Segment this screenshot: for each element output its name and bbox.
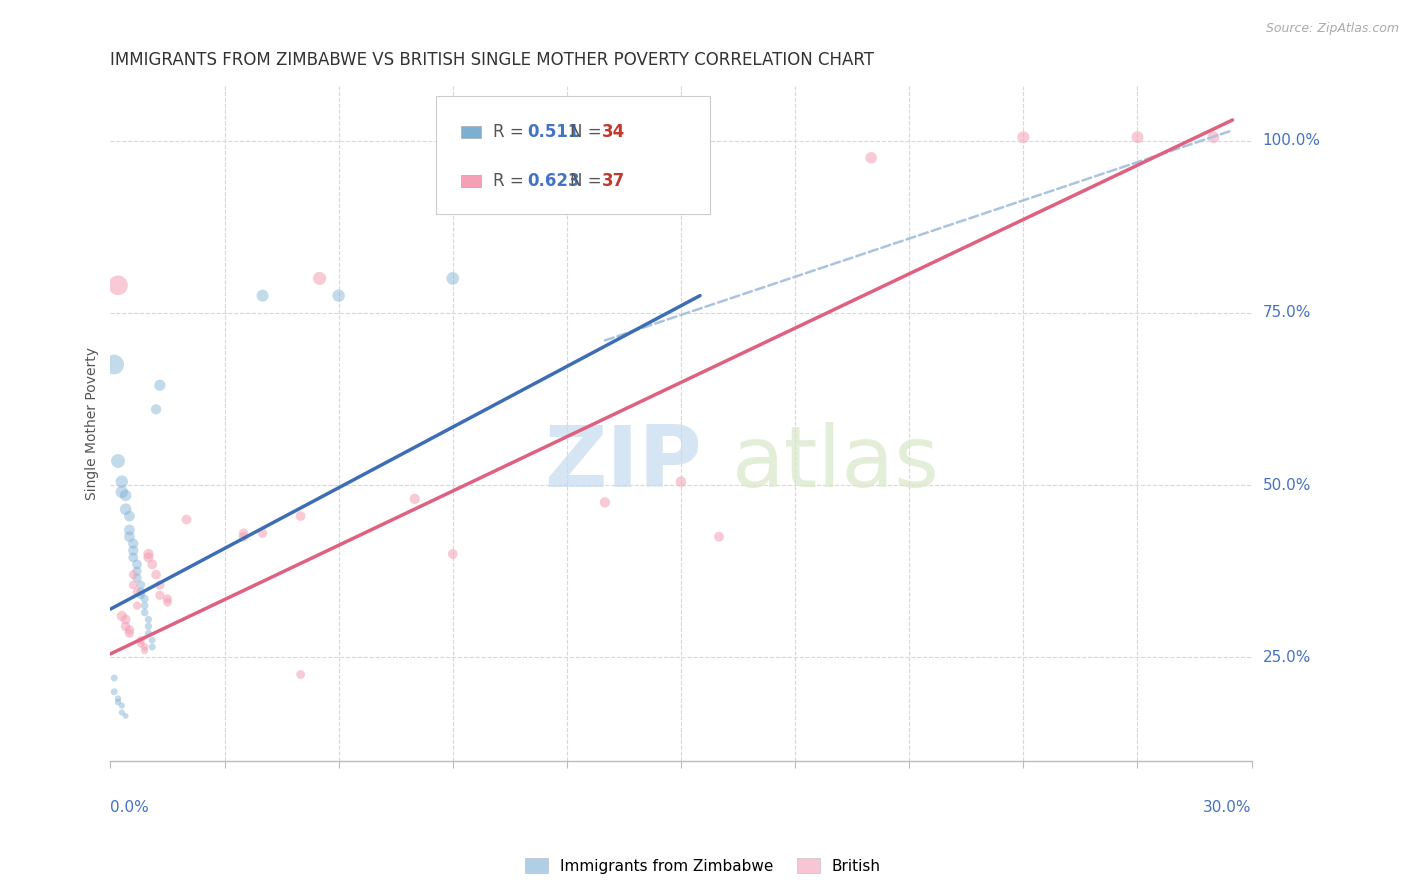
FancyBboxPatch shape	[461, 126, 481, 137]
Point	[441, 547, 464, 561]
Point	[129, 578, 152, 592]
Point	[593, 495, 616, 509]
Point	[125, 571, 148, 585]
Point	[232, 530, 254, 544]
Point	[118, 530, 141, 544]
Point	[129, 633, 152, 648]
Point	[149, 378, 172, 392]
Point	[232, 526, 254, 541]
Y-axis label: Single Mother Poverty: Single Mother Poverty	[86, 347, 100, 500]
Legend: Immigrants from Zimbabwe, British: Immigrants from Zimbabwe, British	[519, 852, 887, 880]
Point	[125, 558, 148, 572]
Text: N =: N =	[571, 172, 607, 190]
Text: 37: 37	[602, 172, 626, 190]
Point	[138, 619, 160, 633]
Point	[125, 599, 148, 613]
Point	[122, 567, 145, 582]
Point	[103, 671, 125, 685]
Point	[114, 619, 136, 633]
Point	[290, 509, 312, 524]
Text: 34: 34	[602, 123, 626, 141]
Point	[111, 706, 134, 720]
Point	[404, 491, 426, 506]
Text: 30.0%: 30.0%	[1204, 799, 1251, 814]
Point	[1202, 130, 1225, 145]
Point	[114, 488, 136, 502]
Point	[118, 626, 141, 640]
Point	[125, 564, 148, 578]
Point	[141, 640, 163, 654]
Point	[122, 536, 145, 550]
Point	[138, 612, 160, 626]
Point	[252, 288, 274, 302]
Point	[107, 278, 129, 293]
Point	[176, 512, 198, 526]
Point	[156, 595, 179, 609]
Text: R =: R =	[492, 172, 529, 190]
Point	[118, 623, 141, 637]
Point	[134, 640, 156, 654]
Point	[103, 358, 125, 372]
Point	[118, 523, 141, 537]
Point	[1012, 130, 1035, 145]
Point	[114, 709, 136, 723]
Point	[111, 609, 134, 624]
Text: 100.0%: 100.0%	[1263, 133, 1320, 148]
Point	[125, 585, 148, 599]
FancyBboxPatch shape	[436, 95, 710, 214]
Point	[138, 547, 160, 561]
Point	[134, 643, 156, 657]
Point	[145, 567, 167, 582]
Point	[141, 633, 163, 648]
Point	[156, 591, 179, 606]
Point	[111, 698, 134, 713]
Point	[141, 558, 163, 572]
Point	[107, 454, 129, 468]
Point	[441, 271, 464, 285]
Point	[129, 588, 152, 602]
Text: atlas: atlas	[733, 422, 941, 505]
Point	[290, 667, 312, 681]
Point	[107, 695, 129, 709]
Point	[138, 550, 160, 565]
Point	[134, 591, 156, 606]
Point	[107, 691, 129, 706]
Text: 0.511: 0.511	[527, 123, 579, 141]
Text: 25.0%: 25.0%	[1263, 650, 1310, 665]
Point	[149, 578, 172, 592]
Text: 50.0%: 50.0%	[1263, 477, 1310, 492]
Point	[134, 599, 156, 613]
Point	[252, 526, 274, 541]
Text: N =: N =	[571, 123, 607, 141]
Text: 0.623: 0.623	[527, 172, 579, 190]
Point	[707, 530, 730, 544]
Point	[149, 588, 172, 602]
Point	[129, 636, 152, 650]
Point	[308, 271, 330, 285]
Point	[145, 402, 167, 417]
FancyBboxPatch shape	[461, 175, 481, 187]
Point	[114, 612, 136, 626]
Point	[122, 578, 145, 592]
Point	[669, 475, 692, 489]
Point	[118, 509, 141, 524]
Text: ZIP: ZIP	[544, 422, 702, 505]
Point	[103, 685, 125, 699]
Point	[111, 485, 134, 500]
Point	[111, 475, 134, 489]
Text: R =: R =	[492, 123, 529, 141]
Text: Source: ZipAtlas.com: Source: ZipAtlas.com	[1265, 22, 1399, 36]
Point	[860, 151, 883, 165]
Point	[114, 502, 136, 516]
Point	[129, 585, 152, 599]
Point	[134, 606, 156, 620]
Text: 75.0%: 75.0%	[1263, 305, 1310, 320]
Point	[138, 626, 160, 640]
Point	[328, 288, 350, 302]
Text: IMMIGRANTS FROM ZIMBABWE VS BRITISH SINGLE MOTHER POVERTY CORRELATION CHART: IMMIGRANTS FROM ZIMBABWE VS BRITISH SING…	[111, 51, 875, 69]
Text: 0.0%: 0.0%	[111, 799, 149, 814]
Point	[122, 550, 145, 565]
Point	[1126, 130, 1149, 145]
Point	[122, 543, 145, 558]
